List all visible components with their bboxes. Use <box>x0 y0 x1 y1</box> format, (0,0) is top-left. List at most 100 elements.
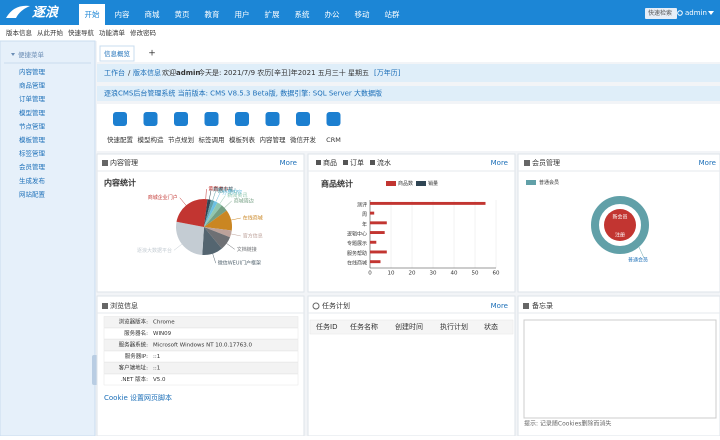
sub-nav-item[interactable]: 版本信息 <box>6 28 33 37</box>
panel-tab[interactable]: 商品 <box>323 158 337 167</box>
shortcut-label[interactable]: 标签调用 <box>199 135 225 144</box>
panel-icon <box>312 302 320 310</box>
legend-label: 普通会员 <box>539 179 559 186</box>
shortcut-label[interactable]: 微信开发 <box>290 135 317 144</box>
calendar-link[interactable]: [万年历] <box>374 68 401 77</box>
shortcut-label[interactable]: CRM <box>326 136 341 144</box>
panel-title: 会员管理 <box>532 158 560 167</box>
donut-label-line <box>637 244 645 259</box>
pie-slice <box>204 210 233 231</box>
row-label: 服务器IP: <box>125 352 148 360</box>
cookie-link[interactable]: Cookie 设置网页脚本 <box>104 393 172 402</box>
nav-item[interactable]: 黄页 <box>175 9 190 19</box>
panel-title: 备忘录 <box>532 301 553 310</box>
sidebar-item[interactable]: 生成发布 <box>19 176 46 185</box>
x-tick-label: 60 <box>493 271 500 277</box>
chart-title: 内容统计 <box>104 178 136 188</box>
pie-label-line <box>212 253 216 264</box>
shortcut-label[interactable]: 模板列表 <box>229 135 256 144</box>
shortcut-label[interactable]: 内容管理 <box>260 135 287 144</box>
panel-tab[interactable]: 订单 <box>350 158 364 167</box>
sub-nav-item[interactable]: 快速导航 <box>68 28 95 37</box>
sidebar-item[interactable]: 模板管理 <box>19 135 46 144</box>
shortcut-label[interactable]: 节点规划 <box>168 135 194 144</box>
pie-label-line <box>173 243 183 251</box>
user-menu[interactable]: admin <box>685 9 707 17</box>
table-row <box>103 362 299 374</box>
pie-label: 商城周边 <box>234 197 254 204</box>
sub-nav-item[interactable]: 功能清单 <box>99 28 126 37</box>
nav-item[interactable]: 用户 <box>235 9 250 19</box>
nav-item[interactable]: 教育 <box>205 9 220 19</box>
sidebar-item[interactable]: 商品管理 <box>19 81 46 90</box>
sidebar-item[interactable]: 节点管理 <box>19 121 46 130</box>
center-label: 注册 <box>615 232 625 239</box>
pie-label: 在线商城 <box>243 215 263 222</box>
sidebar-item[interactable]: 内容管理 <box>19 67 46 76</box>
legend-swatch <box>416 181 426 186</box>
table-row <box>103 373 299 386</box>
shortcut-label[interactable]: 快速配置 <box>107 135 134 144</box>
panel-icon <box>524 160 530 166</box>
row-label: 浏览器版本: <box>119 318 149 326</box>
nav-item[interactable]: 商城 <box>145 9 160 19</box>
pie-label: 微信WEUI门户框架 <box>218 260 261 267</box>
shortcut-icon <box>265 112 280 126</box>
row-label: 服务器名: <box>124 329 148 337</box>
nav-item[interactable]: 内容 <box>115 9 130 19</box>
chart-title: 商品统计 <box>321 179 353 189</box>
shortcut-icon <box>113 112 127 126</box>
column-header: 状态 <box>484 322 498 331</box>
sub-nav-item[interactable]: 修改密码 <box>130 28 157 37</box>
panel <box>307 295 516 437</box>
nav-item[interactable]: 办公 <box>325 9 340 19</box>
x-tick-label: 40 <box>451 271 458 277</box>
donut-label: 普通会员 <box>628 257 648 264</box>
y-tick-label: 周 <box>362 212 367 218</box>
memo-textarea[interactable] <box>523 319 717 419</box>
shortcut-label[interactable]: 模型构造 <box>138 135 165 144</box>
sidebar-item[interactable]: 标签管理 <box>19 149 46 158</box>
nav-item[interactable]: 系统 <box>295 9 310 19</box>
legend-swatch <box>526 180 536 185</box>
row-label: .NET 版本: <box>121 375 148 383</box>
top-bar <box>0 0 720 25</box>
donut-center <box>604 209 636 241</box>
sub-nav-item[interactable]: 从此开始 <box>37 28 64 37</box>
x-tick-label: 20 <box>409 271 416 277</box>
sidebar-caret <box>11 53 15 56</box>
y-tick-label: 年 <box>362 221 367 228</box>
breadcrumb-item[interactable]: 版本信息 <box>133 68 161 77</box>
sidebar-item[interactable]: 模型管理 <box>19 108 46 117</box>
pie-label: 图片中心 <box>218 187 238 194</box>
sidebar-item[interactable]: 会员管理 <box>19 162 46 171</box>
more-link[interactable]: More <box>280 159 297 167</box>
sidebar-item[interactable]: 网站配置 <box>19 189 46 198</box>
tab-label[interactable]: 信息概览 <box>104 49 131 58</box>
pie-label: 逐浪大数据平台 <box>137 247 172 254</box>
bar <box>370 221 387 225</box>
pie-label: 分类内容 <box>222 189 242 196</box>
active-tab <box>79 4 105 25</box>
more-link[interactable]: More <box>699 159 716 167</box>
nav-item[interactable]: 开始 <box>85 9 100 19</box>
pie-label-line <box>212 190 216 201</box>
dropdown-arrow <box>708 11 714 15</box>
pie-slice <box>176 199 204 227</box>
pie-label-line <box>231 233 241 237</box>
nav-item[interactable]: 扩展 <box>265 9 280 19</box>
breadcrumb-item[interactable]: 工作台 <box>104 68 125 77</box>
panel-tab[interactable]: 流水 <box>377 158 391 167</box>
pie-slice <box>204 205 227 227</box>
sidebar-item[interactable]: 订单管理 <box>19 94 46 103</box>
more-link[interactable]: More <box>491 302 508 310</box>
tab-icon <box>316 160 321 165</box>
more-link[interactable]: More <box>491 159 508 167</box>
logo: 逐浪 <box>32 5 59 21</box>
nav-item[interactable]: 移动 <box>355 9 370 19</box>
nav-item[interactable]: 站群 <box>385 9 400 19</box>
pie-slice <box>204 199 208 227</box>
tab-add[interactable]: + <box>148 49 156 59</box>
search-input[interactable]: 快速检索 <box>648 9 672 17</box>
